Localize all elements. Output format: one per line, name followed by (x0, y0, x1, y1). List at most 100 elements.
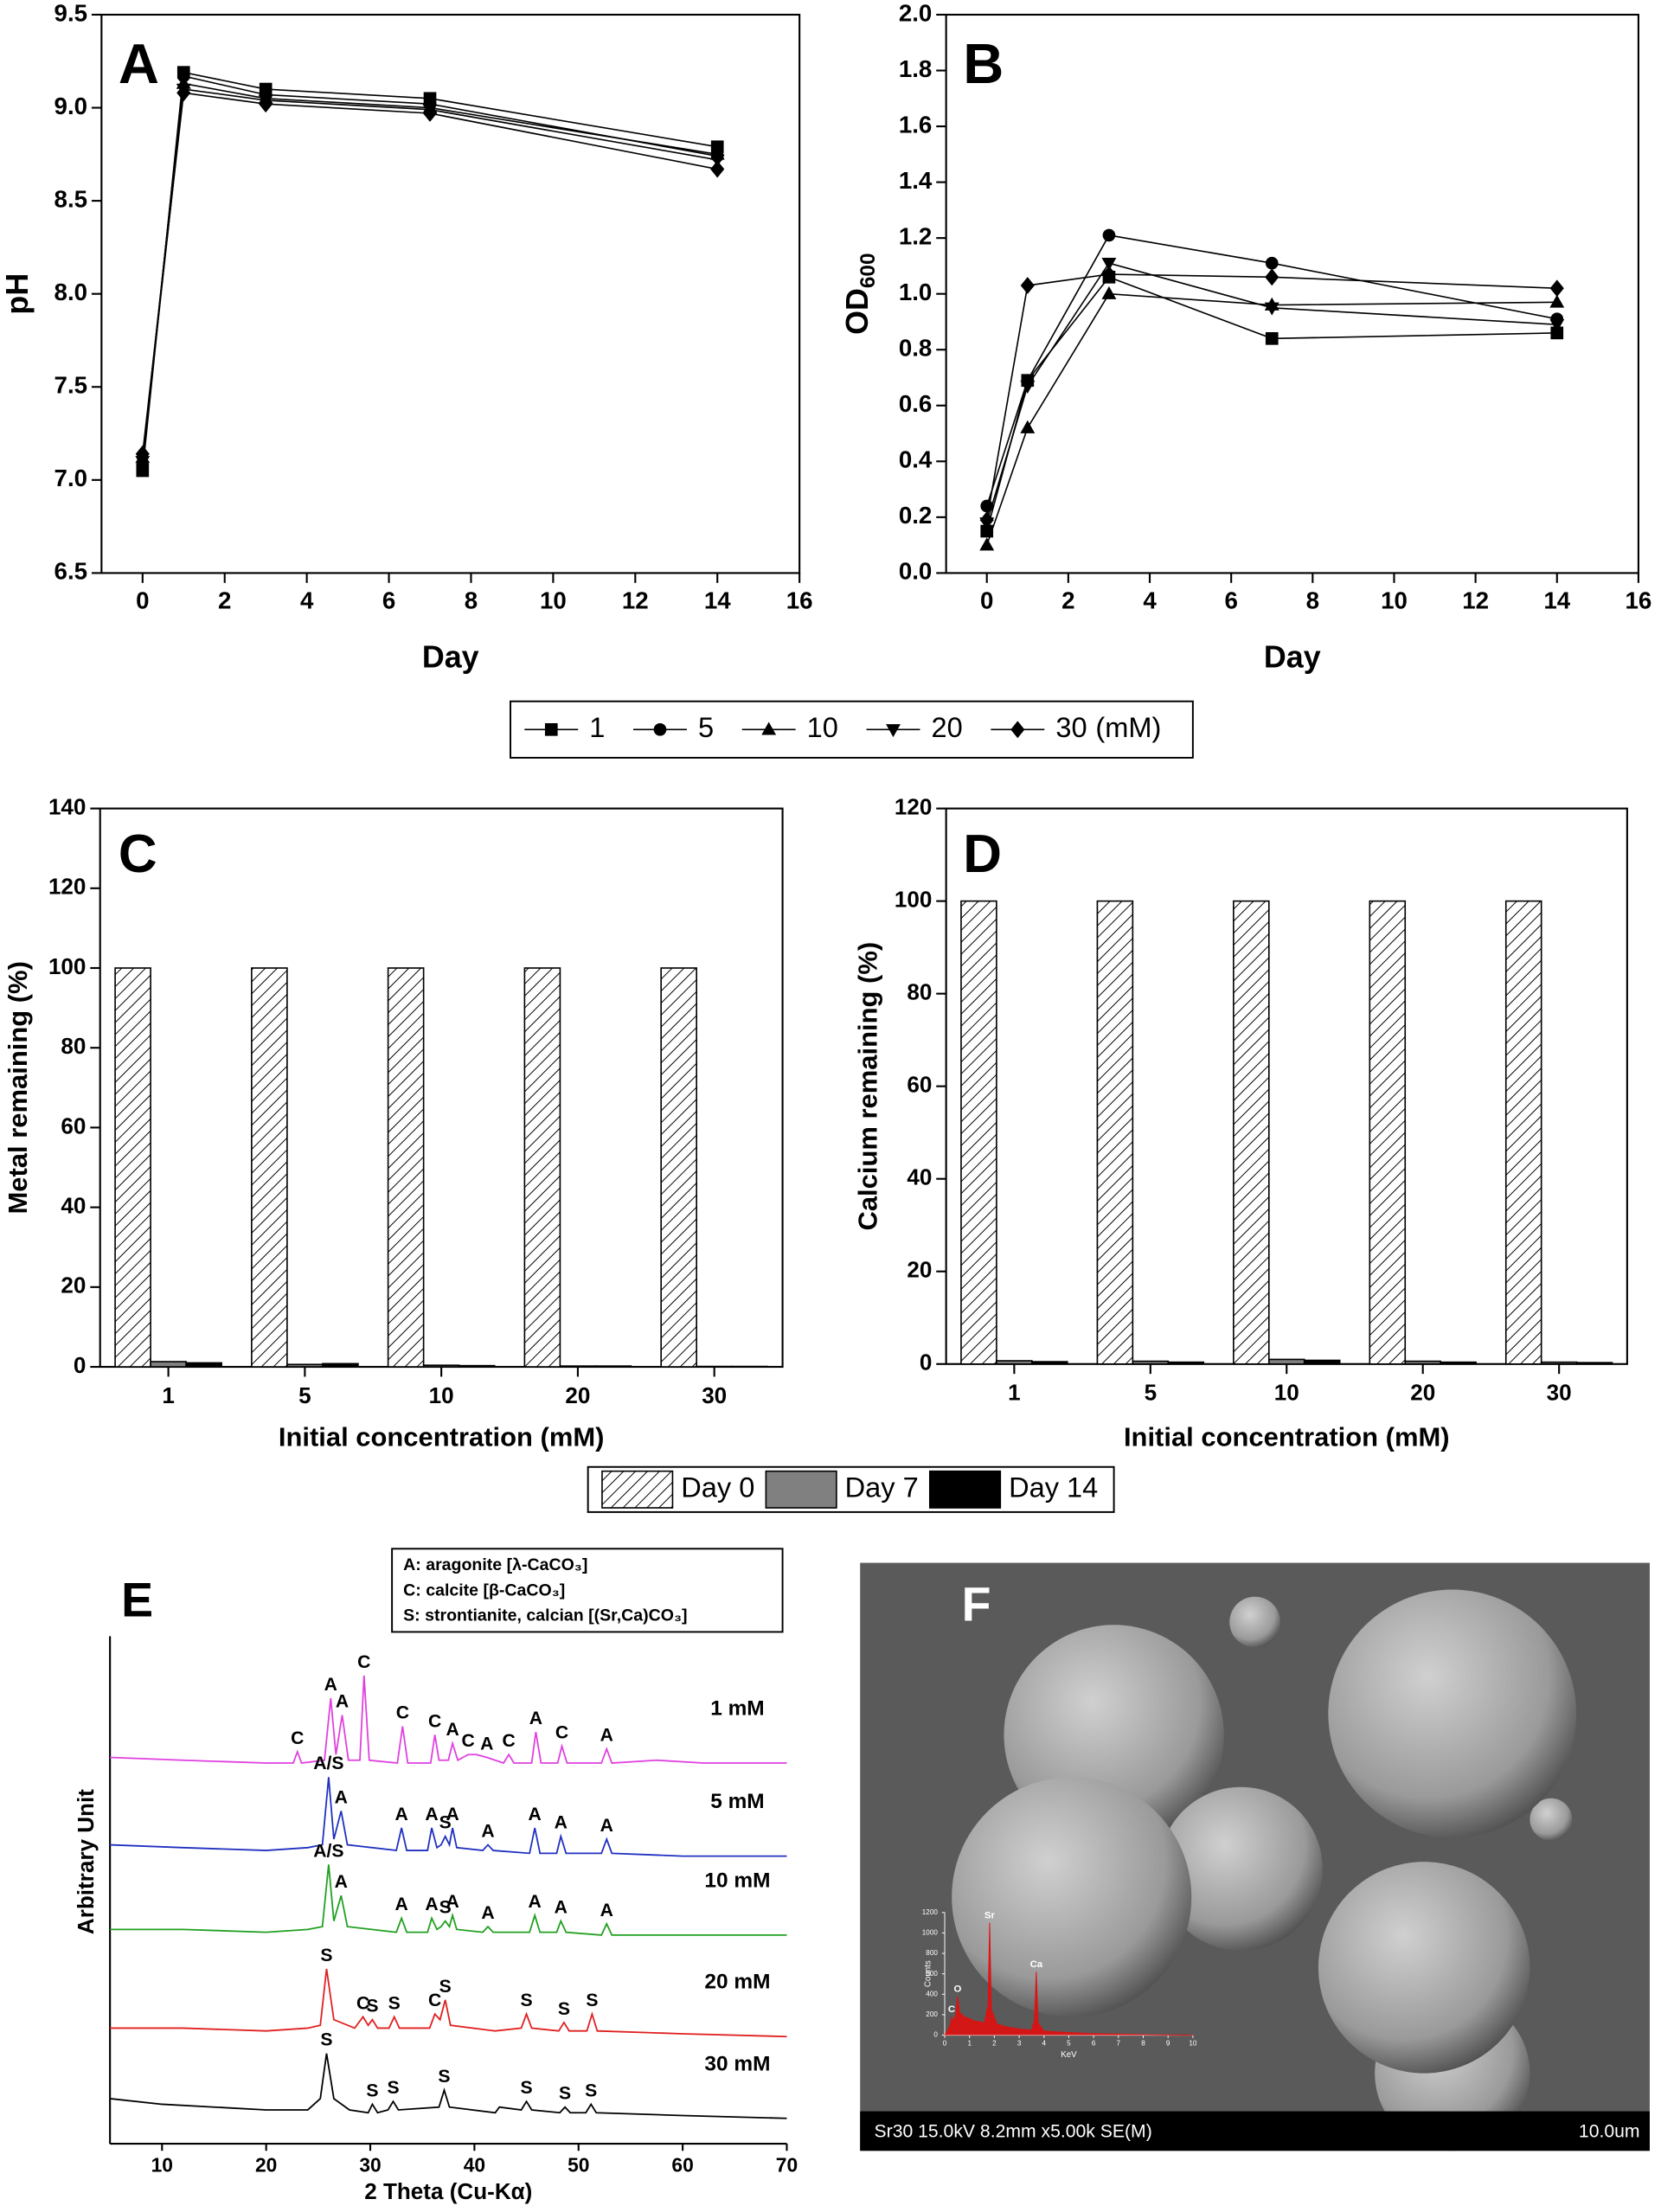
bar (960, 900, 997, 1365)
bar (114, 967, 151, 1368)
series-line (142, 71, 718, 471)
x-tick-label: 10 (1274, 1380, 1299, 1406)
peak-label: A (446, 1805, 459, 1824)
x-tick-label: 70 (776, 2154, 798, 2177)
series-line (110, 2053, 787, 2119)
y-axis-label: OD600 (841, 253, 881, 334)
x-tick-label: 20 (1410, 1380, 1435, 1406)
x-tick-label: 10 (540, 587, 567, 613)
sphere (952, 1777, 1192, 2017)
x-tick-label: 2 (1061, 587, 1074, 613)
legend-label: 20 (932, 711, 963, 743)
x-tick-label: 2 (992, 2040, 997, 2048)
series-line (110, 1675, 787, 1765)
legend-label: 5 (698, 711, 714, 743)
x-tick-label: 14 (704, 587, 731, 613)
y-tick-label: 9.5 (55, 0, 88, 26)
peak-label: S (388, 1993, 401, 2013)
y-axis-label: Counts (923, 1960, 933, 1987)
marker (1550, 326, 1564, 340)
peak-label: S (559, 2084, 571, 2104)
legend-box (510, 700, 1194, 759)
x-tick-label: 12 (1462, 587, 1489, 613)
bar (1404, 1360, 1441, 1365)
marker (1010, 721, 1025, 739)
y-tick-label: 6.5 (55, 558, 88, 585)
y-tick-label: 8.0 (55, 279, 88, 305)
peak-label: A (335, 1787, 348, 1807)
x-tick-label: 7 (1117, 2040, 1121, 2048)
x-axis-label: Initial concentration (mM) (1124, 1421, 1450, 1452)
y-tick-label: 2.0 (899, 0, 933, 26)
peak-label: S (320, 2030, 332, 2050)
peak-label: C (555, 1722, 568, 1742)
particle (1530, 1798, 1573, 1841)
bar (251, 967, 288, 1368)
x-tick-label: 30 (702, 1382, 727, 1408)
bar (422, 1364, 460, 1368)
bar (1233, 900, 1270, 1365)
sphere (1158, 1786, 1323, 1951)
y-tick-label: 1.6 (899, 111, 933, 138)
key-entry: S: strontianite, calcian [(Sr,Ca)CO₃] (403, 1606, 687, 1625)
y-tick-label: 1200 (922, 1908, 939, 1916)
peak-label: S (558, 1999, 570, 2019)
y-axis-label: pH (0, 273, 35, 315)
scale-label: 10.0um (1579, 2122, 1640, 2142)
marker (1020, 380, 1036, 394)
peak-label: A (425, 1805, 438, 1824)
legend-label: Day 0 (681, 1471, 754, 1503)
marker (1020, 277, 1035, 294)
bar (523, 967, 561, 1368)
y-tick-label: 0.8 (899, 335, 933, 362)
legend-label: Day 14 (1009, 1471, 1098, 1503)
y-axis-label-text: OD (841, 288, 875, 335)
y-axis-label-text: Arbitrary Unit (73, 1789, 99, 1934)
peak-label: A (446, 1892, 459, 1912)
marker (1020, 420, 1036, 433)
x-tick-label: 4 (1042, 2040, 1046, 2048)
x-tick-label: 1 (1008, 1380, 1021, 1406)
y-tick-label: 120 (895, 793, 932, 819)
y-tick-label: 1.0 (899, 279, 933, 305)
series-label: 20 mM (704, 1971, 770, 1994)
key-box (391, 1548, 784, 1633)
x-tick-label: 0 (136, 587, 149, 613)
bar (660, 967, 698, 1368)
legend-swatch (928, 1470, 1002, 1509)
sphere (1328, 1589, 1577, 1838)
peak-label: Sr (984, 1910, 996, 1920)
series-line (110, 1968, 787, 2038)
y-tick-label: 100 (48, 953, 86, 979)
marker (979, 537, 995, 551)
peak-label: A (336, 1692, 349, 1712)
peak-label: C (291, 1728, 304, 1748)
peak-label: A (324, 1675, 337, 1695)
marker (135, 445, 150, 463)
peak-label: S (439, 1977, 452, 1997)
peak-label: A (394, 1895, 407, 1914)
y-tick-label: 60 (61, 1112, 86, 1138)
peak-label: C (462, 1731, 475, 1751)
marker (422, 105, 438, 122)
bar (322, 1362, 359, 1368)
plot-frame (100, 13, 801, 574)
peak-label: A (555, 1897, 568, 1917)
peak-label: S (521, 2078, 533, 2098)
bar (1096, 900, 1134, 1365)
peak-label: A (529, 1709, 542, 1728)
y-tick-label: 0.2 (899, 502, 933, 529)
peak-label: A (600, 1901, 613, 1920)
y-tick-label: 40 (61, 1193, 86, 1219)
y-axis-label-text: pH (0, 273, 35, 315)
legend-label: 1 (589, 711, 605, 743)
marker (1549, 294, 1565, 308)
bar (1267, 1358, 1305, 1365)
marker (1549, 279, 1564, 298)
legend-swatch (765, 1470, 837, 1509)
y-tick-label: 7.5 (55, 372, 88, 399)
bar (185, 1362, 222, 1368)
y-axis-label-text: Metal remaining (%) (3, 961, 33, 1214)
peak-label: A (425, 1895, 438, 1914)
